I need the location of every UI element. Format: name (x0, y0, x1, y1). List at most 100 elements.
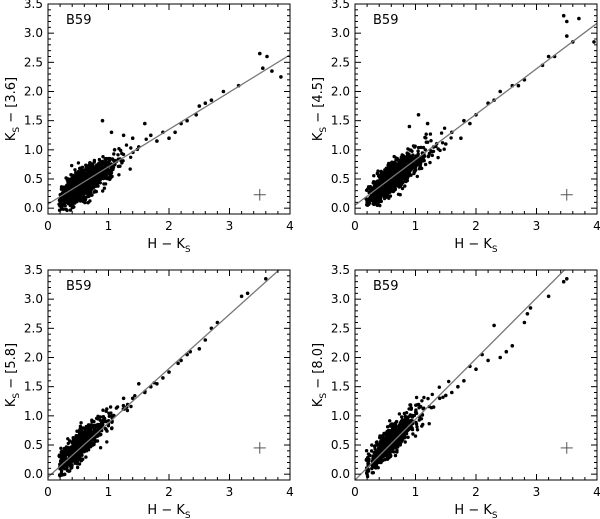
data-point (447, 379, 451, 384)
data-point (380, 453, 384, 458)
data-point (221, 89, 226, 94)
data-point (528, 306, 533, 310)
data-point (83, 173, 87, 177)
data-point (395, 176, 399, 180)
data-point (516, 83, 521, 88)
y-tick-label: 0.0 (331, 467, 350, 481)
data-point (66, 177, 71, 181)
data-point (440, 141, 445, 145)
data-point (420, 166, 424, 171)
data-point (68, 203, 73, 208)
data-point (366, 469, 371, 473)
y-tick-label: 3.0 (24, 26, 43, 40)
data-point (421, 159, 425, 163)
data-point (372, 444, 377, 449)
y-tick-label: 3.0 (331, 26, 350, 40)
data-point (397, 430, 401, 434)
data-point (261, 66, 265, 70)
data-point (79, 448, 84, 452)
y-axis-label-main: K (311, 398, 326, 407)
panel-label: B59 (66, 13, 91, 28)
data-point (427, 422, 431, 426)
y-tick-label: 1.5 (24, 114, 43, 128)
y-tick-label: 3.0 (24, 292, 43, 306)
data-point (392, 450, 396, 454)
data-point (397, 412, 402, 416)
data-point (92, 166, 97, 170)
data-point (75, 465, 80, 470)
data-point (270, 69, 274, 73)
data-point (104, 409, 108, 413)
data-point (375, 449, 380, 453)
data-point (59, 467, 63, 471)
data-point (124, 143, 129, 147)
data-point (100, 174, 104, 179)
data-point (87, 188, 91, 192)
y-tick-label: 1.0 (331, 143, 350, 157)
x-axis-label-subscript: S (185, 511, 191, 519)
y-tick-label: 2.0 (331, 85, 350, 99)
fit-line (48, 270, 280, 478)
data-point (417, 406, 421, 410)
x-tick-label: 2 (165, 485, 173, 499)
data-point (76, 161, 81, 165)
y-tick-label: 2.5 (331, 321, 350, 335)
data-point (102, 182, 106, 186)
data-point (86, 171, 90, 175)
data-point (456, 384, 460, 389)
data-point (197, 104, 202, 108)
data-point (378, 173, 383, 177)
fit-line (355, 22, 597, 206)
data-point (396, 168, 400, 172)
data-point (258, 51, 262, 56)
data-point (60, 472, 64, 477)
data-point (416, 149, 420, 153)
data-point (87, 190, 92, 195)
data-point (88, 199, 92, 203)
data-point (370, 443, 374, 447)
data-point (565, 34, 569, 38)
data-point (402, 174, 406, 178)
data-point (113, 158, 117, 163)
y-tick-label: 0.5 (24, 438, 43, 452)
data-point (79, 421, 83, 425)
y-tick-label: 3.5 (331, 263, 350, 277)
data-point (96, 424, 100, 429)
data-point (394, 425, 398, 430)
data-point (421, 422, 425, 427)
data-point (84, 455, 88, 459)
data-point (424, 132, 428, 136)
data-point (459, 136, 463, 140)
data-point (112, 413, 116, 418)
data-point (403, 184, 407, 188)
data-point (239, 294, 244, 299)
y-tick-label: 0.5 (331, 438, 350, 452)
x-tick-label: 1 (412, 485, 420, 499)
data-point (64, 197, 68, 201)
data-point (167, 370, 171, 374)
data-point (430, 392, 434, 397)
data-point (409, 148, 413, 152)
data-point (522, 320, 527, 325)
data-point (92, 437, 97, 441)
data-point (81, 199, 86, 204)
data-point (379, 445, 384, 449)
data-point (420, 399, 424, 403)
data-point (103, 157, 108, 161)
data-point (399, 419, 404, 423)
data-point (375, 190, 380, 194)
data-point (394, 182, 398, 187)
data-point (442, 126, 447, 130)
data-point (376, 169, 380, 173)
y-axis-label-band: − [8.0] (311, 343, 326, 393)
data-point (65, 465, 69, 470)
data-point (412, 413, 417, 418)
data-point (372, 462, 376, 466)
data-point (387, 186, 392, 191)
data-point (364, 449, 369, 453)
data-point (394, 179, 398, 183)
data-point (394, 428, 398, 433)
data-point (101, 189, 105, 193)
data-point (415, 403, 419, 407)
